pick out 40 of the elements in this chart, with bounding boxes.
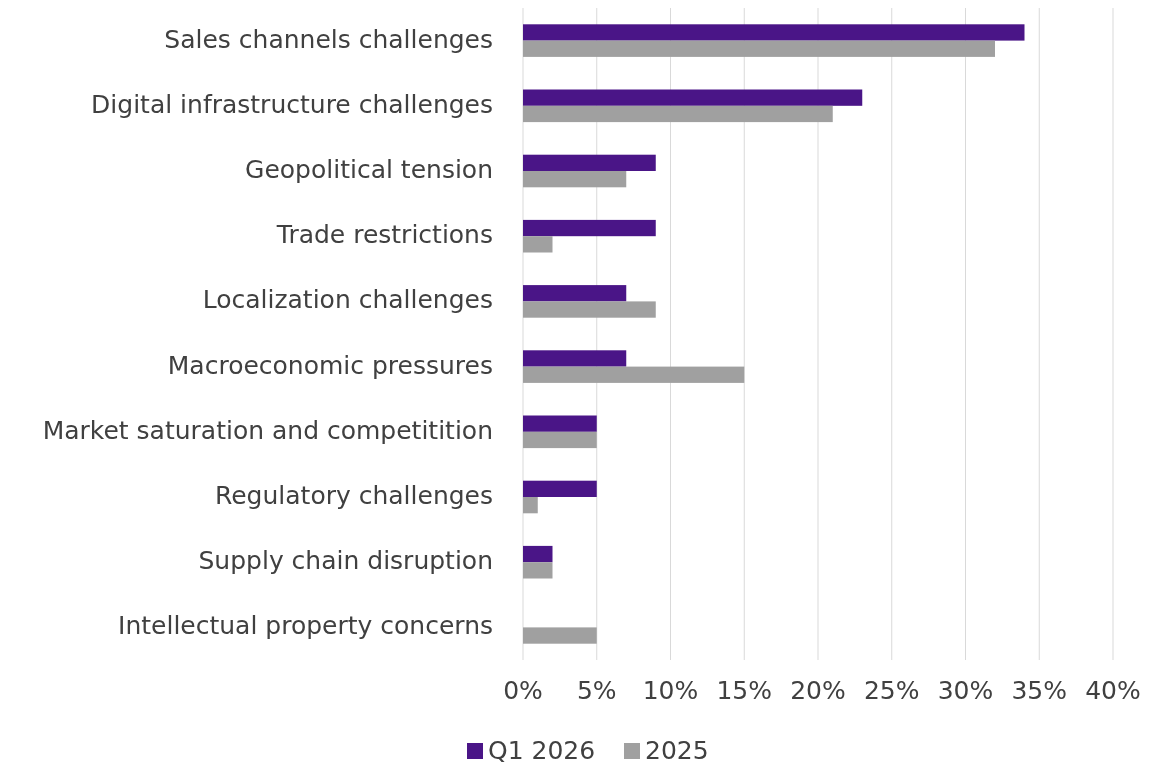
bar	[523, 89, 863, 106]
y-tick-label: Localization challenges	[202, 285, 493, 315]
bar	[523, 627, 597, 644]
bar	[523, 105, 833, 123]
bar	[523, 350, 627, 367]
y-tick-label: Trade restrictions	[275, 220, 493, 250]
bar	[523, 431, 597, 449]
x-tick-label: 10%	[642, 676, 699, 705]
y-tick-label: Supply chain disruption	[198, 546, 493, 576]
x-tick-label: 25%	[863, 676, 920, 705]
x-tick-label: 5%	[576, 676, 617, 705]
bar	[523, 480, 597, 497]
bar	[523, 497, 538, 514]
x-tick-label: 20%	[790, 676, 846, 705]
y-tick-label: Market saturation and competitition	[42, 415, 493, 445]
bar	[523, 154, 656, 171]
bar	[523, 285, 627, 302]
x-tick-label: 0%	[503, 676, 543, 705]
bar	[523, 236, 553, 253]
x-tick-label: 15%	[716, 676, 773, 705]
bar	[523, 40, 995, 57]
y-tick-label: Digital infrastructure challenges	[91, 89, 493, 119]
bar	[523, 171, 627, 188]
y-tick-label: Sales channels challenges	[164, 24, 493, 54]
bar	[523, 415, 597, 432]
y-tick-label: Regulatory challenges	[214, 481, 493, 510]
x-tick-label: 40%	[1085, 676, 1141, 705]
y-tick-label: Macroeconomic pressures	[167, 350, 493, 380]
x-tick-label: 30%	[937, 676, 994, 705]
bar	[523, 366, 745, 383]
bar	[523, 301, 656, 318]
bar	[523, 24, 1025, 41]
bar	[523, 545, 553, 563]
y-tick-label: Geopolitical tension	[245, 155, 493, 184]
y-tick-label: Intellectual property concerns	[118, 611, 493, 641]
bar	[523, 219, 656, 237]
x-tick-label: 35%	[1011, 676, 1068, 705]
legend-label: 2025	[645, 736, 709, 765]
legend-label: Q1 2026	[488, 736, 596, 765]
bar	[523, 562, 553, 579]
